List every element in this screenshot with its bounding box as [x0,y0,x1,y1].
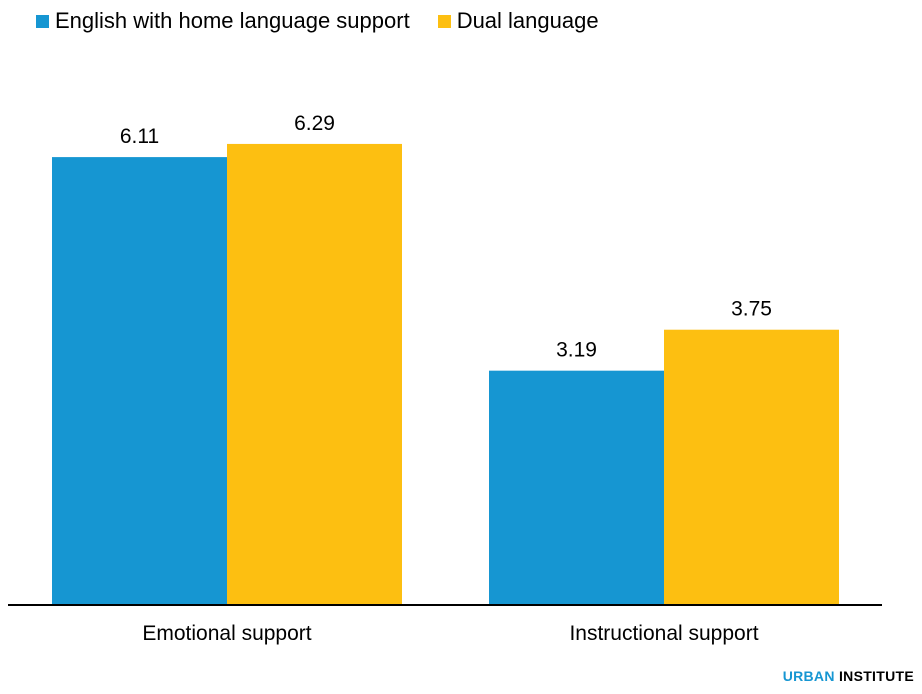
logo-word-institute: INSTITUTE [838,668,914,684]
bar-english-1 [489,370,664,604]
category-label-0: Emotional support [142,622,311,645]
category-label-1: Instructional support [569,622,758,645]
bar-dual-1 [664,329,839,604]
logo-word-urban: URBAN [782,668,835,684]
legend-item-english: English with home language support [36,8,410,34]
data-label-english-0: 6.11 [120,125,159,148]
legend-swatch-dual [437,14,451,28]
data-label-dual-0: 6.29 [294,112,335,135]
legend-label-dual: Dual language [456,8,599,33]
bar-english-0 [52,157,227,604]
legend: English with home language support Dual … [36,8,627,34]
legend-label-english: English with home language support [55,8,410,33]
legend-swatch-english [36,14,49,28]
legend-item-dual: Dual language [437,8,599,34]
data-label-dual-1: 3.75 [731,298,772,321]
urban-institute-logo: URBAN INSTITUTE [783,668,914,684]
data-label-english-1: 3.19 [556,339,597,362]
bar-dual-0 [227,143,402,604]
